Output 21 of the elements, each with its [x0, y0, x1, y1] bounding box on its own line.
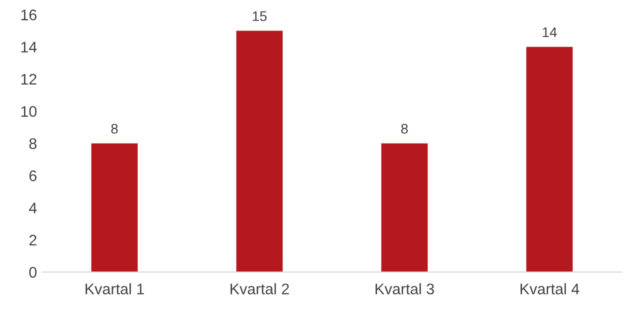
y-tick-label: 12 — [21, 74, 36, 85]
bar — [91, 143, 138, 272]
y-tick-label: 2 — [29, 234, 36, 246]
bar — [526, 46, 573, 272]
x-tick-label: Kvartal 2 — [230, 283, 289, 294]
data-label: 14 — [542, 27, 557, 38]
y-tick-label: 8 — [29, 138, 36, 150]
data-label: 15 — [252, 11, 267, 22]
bar — [236, 30, 283, 272]
y-tick-label: 4 — [29, 202, 37, 214]
data-label: 8 — [111, 124, 118, 134]
y-tick-label: 0 — [29, 266, 37, 278]
y-tick-label: 16 — [21, 10, 36, 20]
y-tick-label: 14 — [21, 42, 37, 52]
x-tick-label: Kvartal 3 — [376, 283, 434, 294]
bar — [381, 143, 428, 272]
x-tick-label: Kvartal 1 — [86, 283, 144, 294]
y-tick-label: 6 — [29, 170, 36, 182]
data-label: 8 — [401, 124, 408, 134]
y-tick-label: 10 — [21, 106, 37, 117]
x-tick-label: Kvartal 4 — [520, 283, 580, 294]
